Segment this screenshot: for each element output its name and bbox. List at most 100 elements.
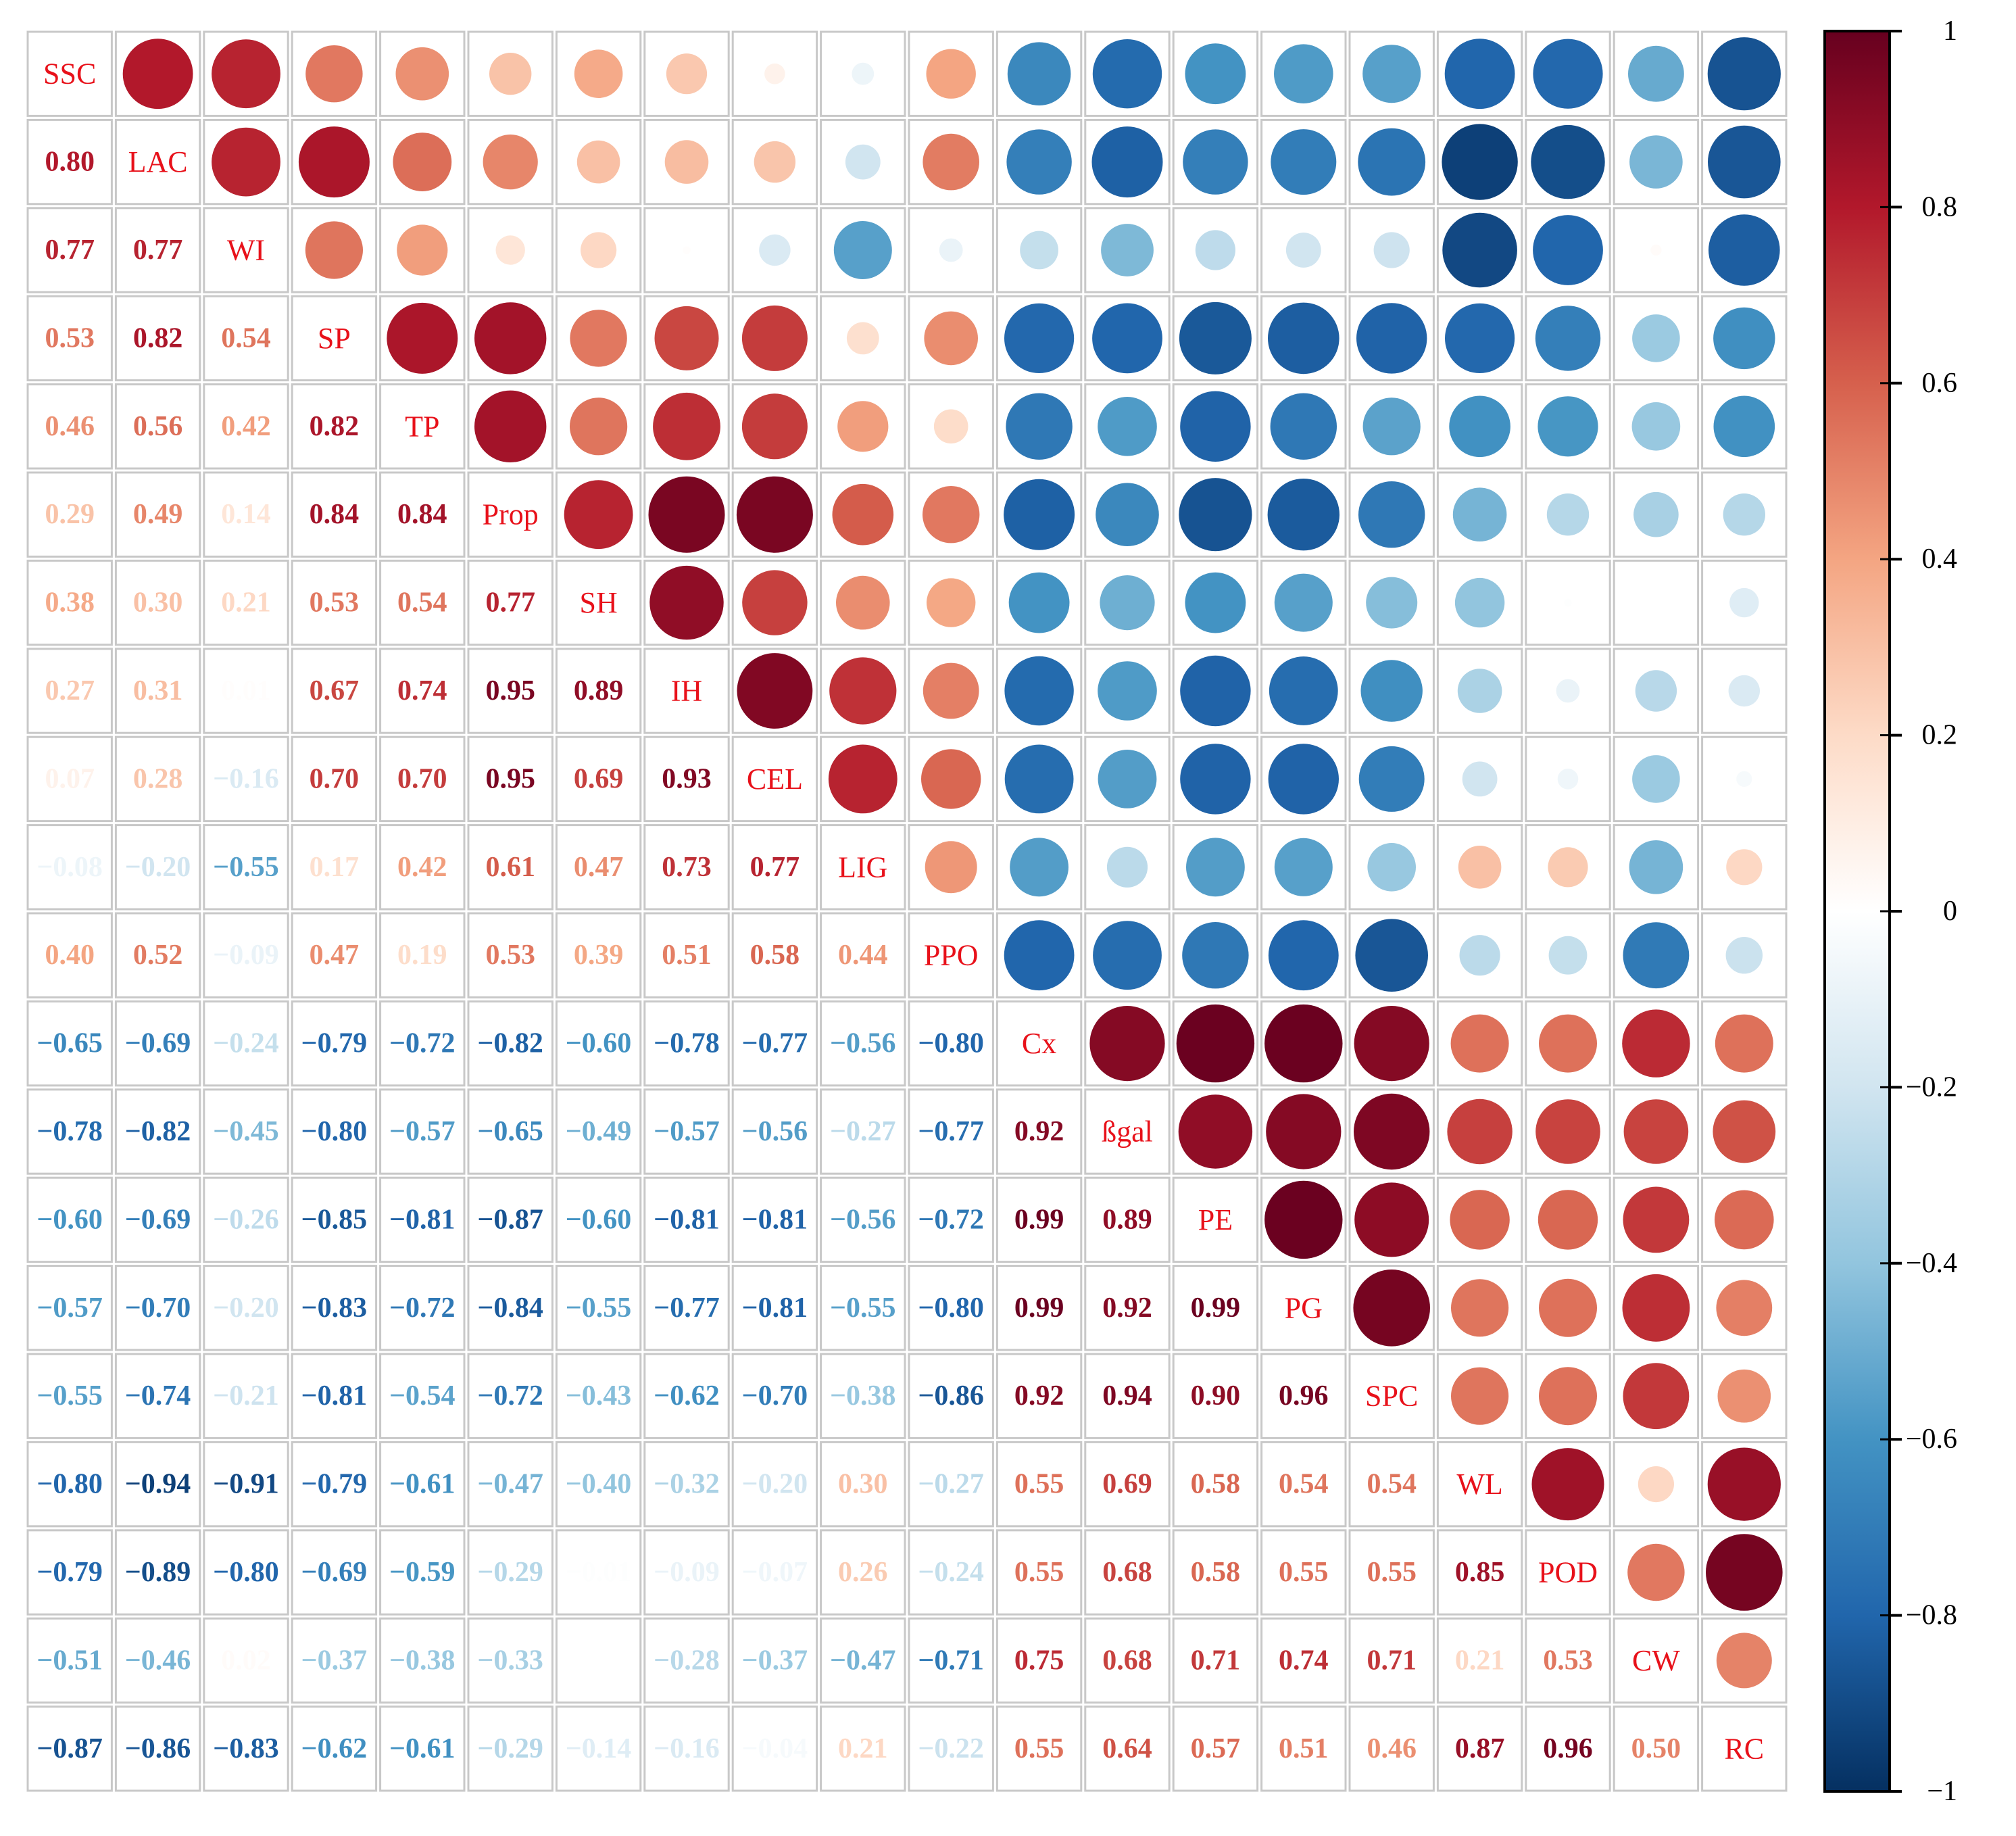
correlation-circle <box>923 486 980 543</box>
correlation-value-label: −0.70 <box>742 1380 808 1411</box>
correlation-value-label: −0.82 <box>477 1028 543 1059</box>
correlation-circle <box>1458 846 1502 889</box>
correlation-circle <box>474 390 547 462</box>
correlation-value-label: −0.09 <box>213 940 278 971</box>
correlation-value-label: −0.20 <box>125 852 191 883</box>
correlation-value-label: −0.80 <box>301 1116 367 1147</box>
matrix-cell <box>379 1176 466 1263</box>
correlation-value-label: −0.86 <box>918 1380 983 1411</box>
correlation-circle <box>1556 679 1580 703</box>
correlation-circle <box>1707 37 1781 111</box>
correlation-circle <box>1274 44 1333 103</box>
correlation-circle <box>1098 661 1157 721</box>
matrix-cell <box>467 1088 554 1175</box>
correlation-circle <box>1093 921 1162 990</box>
correlation-circle <box>649 565 724 640</box>
correlation-value-label: −0.08 <box>36 852 102 883</box>
colorbar-tick-label: 0.4 <box>1922 543 1958 575</box>
correlation-circle <box>1179 478 1252 552</box>
correlation-circle <box>1539 1014 1597 1073</box>
diagonal-variable-label: Prop <box>483 498 539 531</box>
matrix-cell <box>26 383 113 470</box>
correlation-circle <box>921 749 981 809</box>
matrix-cell <box>26 1000 113 1087</box>
correlation-value-label: 0.19 <box>397 940 447 971</box>
correlation-circle <box>1354 1182 1429 1257</box>
correlation-value-label: −0.38 <box>830 1380 895 1411</box>
correlation-value-label: 0.46 <box>45 411 95 442</box>
matrix-cell <box>26 1617 113 1704</box>
correlation-circle <box>1178 1094 1253 1169</box>
matrix-cell <box>291 1176 378 1263</box>
correlation-value-label: 0.54 <box>221 322 271 354</box>
correlation-circle <box>1098 397 1157 456</box>
correlation-circle <box>1267 479 1340 551</box>
matrix-cell <box>291 735 378 823</box>
correlation-circle <box>1356 303 1427 374</box>
correlation-circle <box>1362 397 1421 456</box>
correlation-value-label: 0.70 <box>397 763 447 794</box>
correlation-circle <box>1623 1186 1690 1253</box>
matrix-cell <box>291 648 378 734</box>
correlation-value-label: −0.87 <box>477 1204 543 1235</box>
correlation-circle <box>1268 920 1339 991</box>
matrix-cell <box>467 1529 554 1616</box>
matrix-cell <box>203 912 289 998</box>
matrix-cell <box>908 1176 994 1263</box>
diagonal-variable-label: PPO <box>924 939 979 972</box>
colorbar-tick-label: 0 <box>1943 896 1957 927</box>
matrix-cell <box>1348 1529 1435 1616</box>
matrix-cell <box>467 824 554 911</box>
correlation-circle <box>648 476 725 553</box>
correlation-circle <box>923 662 979 719</box>
matrix-cell <box>379 1000 466 1087</box>
correlation-value-label: −0.28 <box>654 1645 719 1676</box>
correlation-circle <box>1179 301 1252 375</box>
correlation-value-label: −0.29 <box>477 1557 543 1588</box>
correlation-value-label: −0.71 <box>918 1645 983 1676</box>
correlation-value-label: −0.65 <box>477 1116 543 1147</box>
correlation-circle <box>1266 1094 1342 1169</box>
matrix-cell <box>995 1265 1083 1351</box>
matrix-cell <box>1525 1617 1611 1704</box>
correlation-circle <box>1632 314 1680 362</box>
matrix-cell <box>908 1088 994 1175</box>
correlation-circle <box>737 653 813 729</box>
correlation-value-label: 0.53 <box>1543 1645 1593 1676</box>
correlation-value-label: 0.02 <box>221 1645 271 1676</box>
diagonal-variable-label: SH <box>579 586 617 619</box>
correlation-circle <box>1548 936 1588 975</box>
matrix-cell <box>26 207 113 293</box>
correlation-circle <box>683 246 691 254</box>
matrix-cell <box>555 1088 642 1175</box>
correlation-value-label: −0.55 <box>36 1380 102 1411</box>
correlation-value-label: −0.33 <box>477 1645 543 1676</box>
matrix-cell <box>291 1000 378 1087</box>
matrix-cell <box>1613 559 1700 646</box>
correlation-circle <box>495 235 525 265</box>
correlation-value-label: 0.96 <box>1543 1733 1593 1764</box>
correlation-value-label: −0.37 <box>301 1645 367 1676</box>
matrix-cell <box>467 1441 554 1528</box>
correlation-value-label: 0.44 <box>838 940 888 971</box>
matrix-cell <box>203 471 289 558</box>
matrix-cell <box>908 1529 994 1616</box>
correlation-value-label: 0.21 <box>838 1733 888 1764</box>
correlation-value-label: 0.55 <box>1367 1557 1417 1588</box>
correlation-value-label: −0.59 <box>389 1557 455 1588</box>
correlation-value-label: 0.68 <box>1102 1645 1152 1676</box>
correlation-circle <box>1089 1006 1165 1082</box>
matrix-cell <box>731 1000 818 1087</box>
matrix-cell <box>820 824 906 911</box>
correlation-value-label: 0.54 <box>397 587 447 619</box>
matrix-cell <box>731 1706 818 1792</box>
colorbar-tick-label: −1 <box>1927 1776 1957 1807</box>
matrix-cell <box>379 1353 466 1439</box>
correlation-circle <box>1622 1274 1690 1342</box>
colorbar-tick-label: 1 <box>1943 16 1957 47</box>
correlation-value-label: −0.37 <box>742 1645 808 1676</box>
matrix-cell <box>379 1529 466 1616</box>
correlation-circle <box>1462 761 1498 797</box>
matrix-cell <box>114 559 201 646</box>
matrix-cell <box>1084 1617 1171 1704</box>
